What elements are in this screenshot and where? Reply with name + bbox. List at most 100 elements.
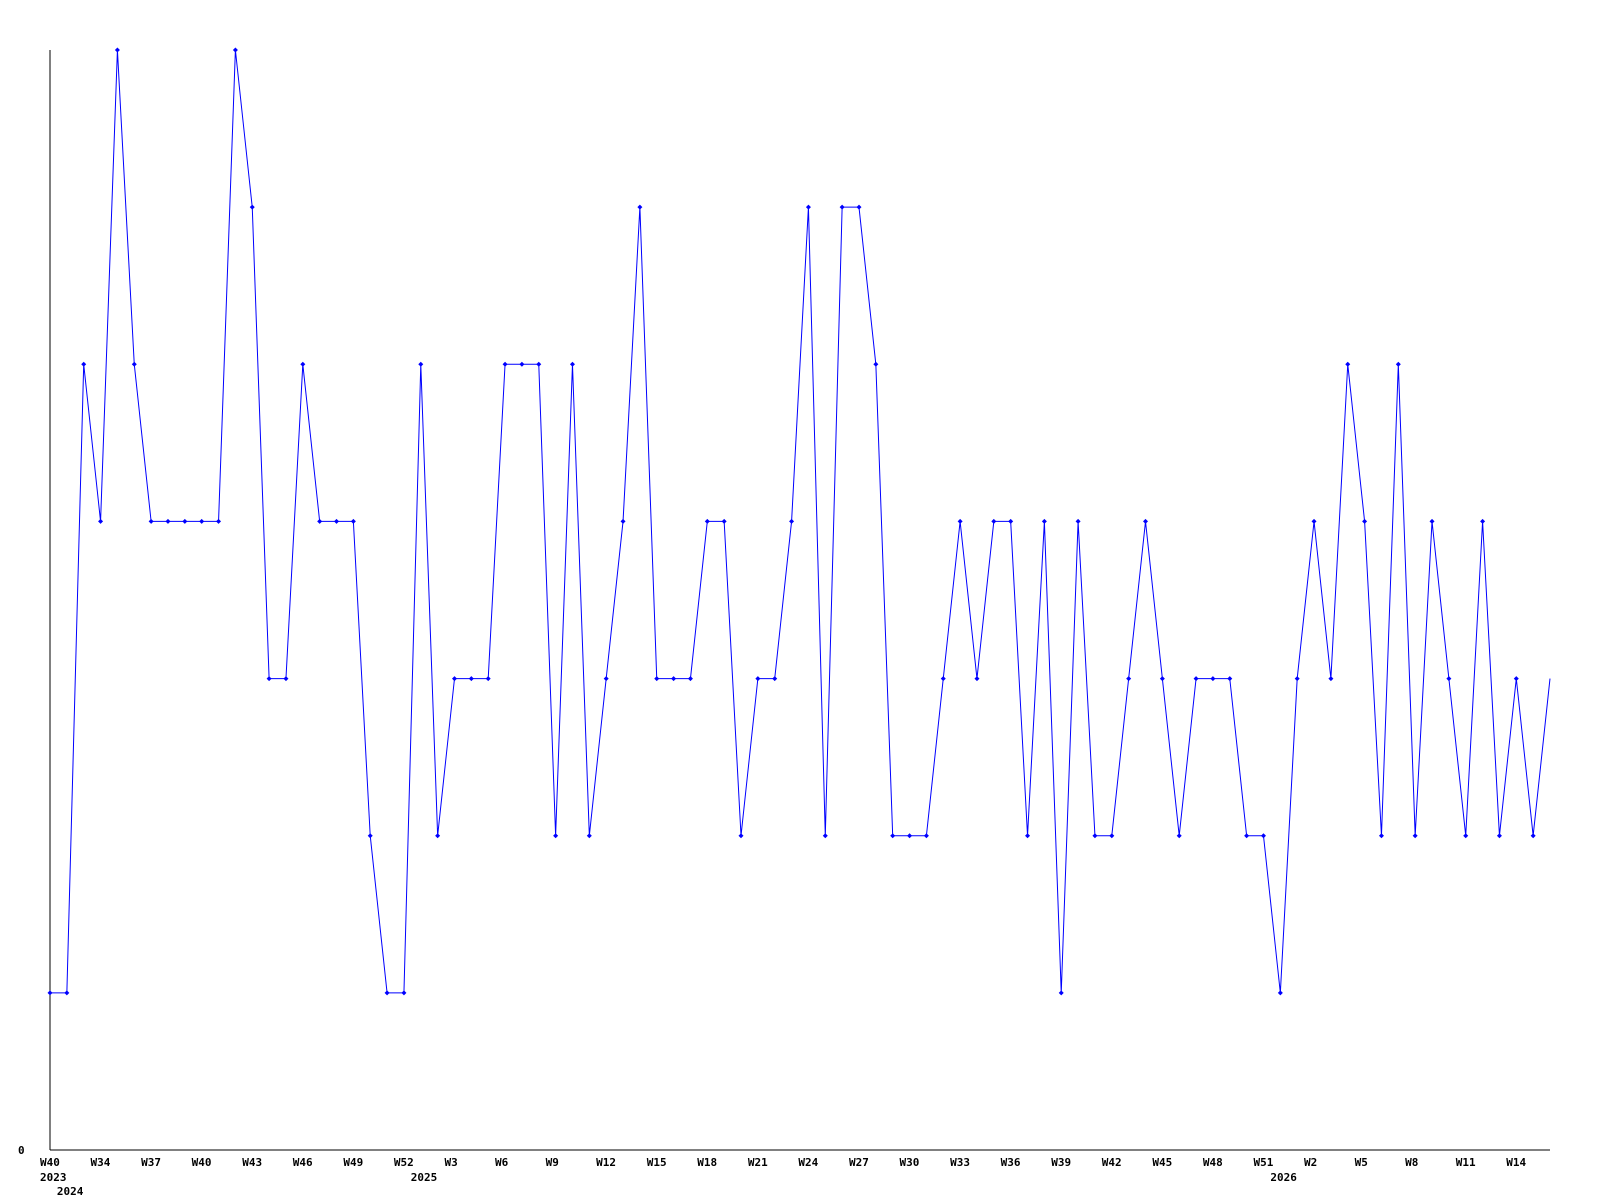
- x-tick-label: W52: [394, 1156, 414, 1169]
- data-point: [603, 676, 609, 682]
- data-point: [873, 361, 879, 367]
- data-point: [367, 833, 373, 839]
- x-tick-label: W27: [849, 1156, 869, 1169]
- data-point: [1412, 833, 1418, 839]
- data-point: [890, 833, 896, 839]
- x-tick-label: W51: [1253, 1156, 1273, 1169]
- data-point: [249, 204, 255, 210]
- data-point: [1075, 518, 1081, 524]
- data-point: [300, 361, 306, 367]
- data-point: [1345, 361, 1351, 367]
- x-tick-label: W34: [91, 1156, 111, 1169]
- data-point: [1193, 676, 1199, 682]
- data-point: [721, 518, 727, 524]
- data-point: [553, 833, 559, 839]
- data-point: [974, 676, 980, 682]
- year-label: 2023: [40, 1171, 67, 1184]
- data-point: [165, 518, 171, 524]
- data-point: [654, 676, 660, 682]
- data-point: [704, 518, 710, 524]
- x-tick-label: W5: [1355, 1156, 1368, 1169]
- data-point: [1378, 833, 1384, 839]
- data-point: [98, 518, 104, 524]
- x-tick-label: W8: [1405, 1156, 1418, 1169]
- data-point: [957, 518, 963, 524]
- data-point: [1244, 833, 1250, 839]
- data-point: [1176, 833, 1182, 839]
- data-point: [451, 676, 457, 682]
- x-tick-labels: W40 W34 W37 W40 W43 W46 W49 W52 W3 W6 W9 W12 W15 W18 W…: [40, 1156, 1527, 1169]
- data-point: [907, 833, 913, 839]
- data-point: [1210, 676, 1216, 682]
- data-point: [468, 676, 474, 682]
- data-point: [991, 518, 997, 524]
- x-tick-label: W33: [950, 1156, 970, 1169]
- x-tick-label: W11: [1456, 1156, 1476, 1169]
- data-point: [856, 204, 862, 210]
- data-point: [401, 990, 407, 996]
- x-tick-label: W46: [293, 1156, 313, 1169]
- data-point: [620, 518, 626, 524]
- data-point: [199, 518, 205, 524]
- data-point: [384, 990, 390, 996]
- data-point: [283, 676, 289, 682]
- data-point: [738, 833, 744, 839]
- data-point: [1126, 676, 1132, 682]
- data-point: [114, 47, 120, 53]
- data-point: [47, 990, 53, 996]
- x-tick-label: W48: [1203, 1156, 1223, 1169]
- data-point: [671, 676, 677, 682]
- data-point: [805, 204, 811, 210]
- x-tick-label: W21: [748, 1156, 768, 1169]
- x-tick-label: W12: [596, 1156, 616, 1169]
- data-point: [266, 676, 272, 682]
- x-tick-label: W24: [798, 1156, 818, 1169]
- x-tick-label: W39: [1051, 1156, 1071, 1169]
- data-point: [1530, 833, 1536, 839]
- series-line-group: [47, 47, 1551, 996]
- data-point: [64, 990, 70, 996]
- data-point: [519, 361, 525, 367]
- data-point: [637, 204, 643, 210]
- data-point: [1311, 518, 1317, 524]
- x-tick-label: W30: [900, 1156, 920, 1169]
- year-label: 2026: [1270, 1171, 1297, 1184]
- x-tick-label: W2: [1304, 1156, 1317, 1169]
- data-point: [923, 833, 929, 839]
- data-point: [1446, 676, 1452, 682]
- data-point: [1395, 361, 1401, 367]
- data-point: [232, 47, 238, 53]
- data-point: [418, 361, 424, 367]
- x-tick-label: W37: [141, 1156, 161, 1169]
- data-point: [1092, 833, 1098, 839]
- data-point: [789, 518, 795, 524]
- x-tick-label: W45: [1152, 1156, 1172, 1169]
- x-tick-label: W40: [192, 1156, 212, 1169]
- x-tick-label: W36: [1001, 1156, 1021, 1169]
- data-point: [81, 361, 87, 367]
- x-tick-label: W3: [444, 1156, 457, 1169]
- data-point: [131, 361, 137, 367]
- data-point: [216, 518, 222, 524]
- data-point: [1496, 833, 1502, 839]
- data-point: [1294, 676, 1300, 682]
- data-point: [1025, 833, 1031, 839]
- data-point: [1058, 990, 1064, 996]
- x-tick-label: W9: [546, 1156, 559, 1169]
- data-point: [148, 518, 154, 524]
- data-point: [1463, 833, 1469, 839]
- data-point: [1143, 518, 1149, 524]
- data-point: [317, 518, 323, 524]
- x-tick-label: W43: [242, 1156, 262, 1169]
- data-point: [1260, 833, 1266, 839]
- data-point: [822, 833, 828, 839]
- x-tick-label: W40: [40, 1156, 60, 1169]
- data-point: [839, 204, 845, 210]
- x-tick-label: W15: [647, 1156, 667, 1169]
- data-point: [334, 518, 340, 524]
- data-point: [182, 518, 188, 524]
- data-point: [1277, 990, 1283, 996]
- data-point: [569, 361, 575, 367]
